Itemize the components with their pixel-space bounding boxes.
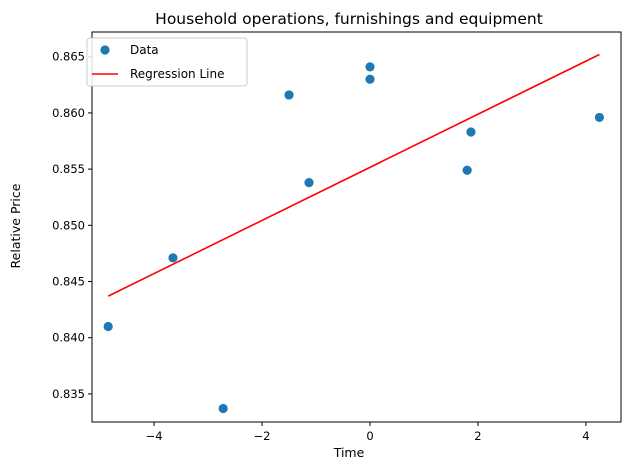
- data-point: [466, 127, 476, 137]
- y-axis: 0.835 0.840 0.845 0.850 0.855 0.860 0.865: [52, 50, 92, 401]
- data-point: [594, 112, 605, 123]
- y-tick-label: 0.845: [52, 275, 85, 289]
- y-tick-label: 0.865: [52, 50, 85, 64]
- x-tick-label: 4: [582, 429, 589, 443]
- data-point: [218, 403, 228, 414]
- plot-area: [103, 53, 605, 414]
- y-tick-label: 0.855: [52, 162, 85, 176]
- data-point: [284, 90, 294, 100]
- y-tick-label: 0.850: [52, 218, 85, 232]
- x-tick-label: 0: [366, 429, 373, 443]
- data-point: [168, 253, 178, 263]
- data-point: [365, 74, 375, 84]
- x-axis: −4 −2 0 2 4: [146, 422, 590, 443]
- legend-marker-data: [100, 45, 110, 55]
- x-tick-label: 2: [474, 429, 481, 443]
- x-axis-label: Time: [333, 445, 365, 460]
- x-tick-label: −4: [146, 429, 163, 443]
- y-axis-label: Relative Price: [8, 183, 23, 268]
- legend-label: Regression Line: [130, 67, 224, 81]
- legend-label: Data: [130, 43, 159, 57]
- data-point: [365, 62, 375, 72]
- legend-box: [86, 37, 248, 87]
- data-point: [462, 165, 472, 175]
- axes-frame: [91, 31, 622, 423]
- y-tick-label: 0.860: [52, 106, 85, 120]
- y-tick-label: 0.835: [52, 387, 85, 401]
- x-tick-label: −2: [254, 429, 271, 443]
- data-point: [103, 321, 113, 332]
- chart-title: Household operations, furnishings and eq…: [155, 10, 543, 28]
- legend: Data Regression Line: [86, 37, 248, 87]
- data-point: [304, 178, 314, 188]
- y-tick-label: 0.840: [52, 331, 85, 345]
- regression-line: [107, 53, 600, 297]
